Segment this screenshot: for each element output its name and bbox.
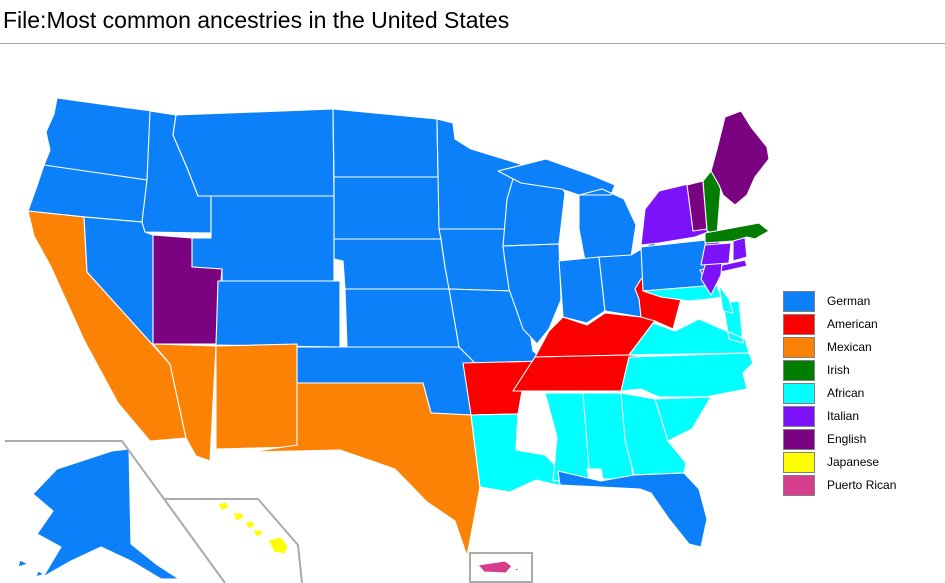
- state-nd: [332, 108, 439, 178]
- state-me: [710, 110, 770, 206]
- state-co: [215, 280, 341, 348]
- page-title: File:Most common ancestries in the Unite…: [0, 0, 945, 44]
- legend-label: English: [827, 432, 867, 446]
- puerto-rico-inset-box: [469, 552, 533, 583]
- legend-row: Japanese: [783, 452, 896, 473]
- legend-row: German: [783, 291, 896, 312]
- legend-row: Puerto Rican: [783, 475, 896, 496]
- legend-swatch: [783, 337, 815, 358]
- state-nh: [702, 170, 722, 236]
- legend-swatch: [783, 406, 815, 427]
- state-nc: [620, 352, 754, 398]
- state-mi: [497, 158, 637, 262]
- legend-swatch: [783, 429, 815, 450]
- state-hi: [217, 501, 289, 555]
- legend-row: English: [783, 429, 896, 450]
- state-ak: [17, 448, 180, 580]
- legend-row: American: [783, 314, 896, 335]
- legend-label: Mexican: [827, 340, 872, 354]
- states-group: [17, 97, 770, 580]
- state-in: [558, 256, 606, 324]
- state-mt: [172, 108, 335, 197]
- legend-row: Mexican: [783, 337, 896, 358]
- legend-swatch: [783, 475, 815, 496]
- state-pr: [477, 560, 521, 574]
- state-la: [470, 413, 563, 493]
- state-tn: [512, 354, 650, 392]
- legend-row: Italian: [783, 406, 896, 427]
- legend: German American Mexican Irish African Italian…: [783, 291, 896, 498]
- legend-label: Irish: [827, 363, 850, 377]
- state-ks: [344, 288, 460, 348]
- state-de: [718, 284, 734, 314]
- state-sc: [654, 396, 712, 442]
- legend-swatch: [783, 314, 815, 335]
- legend-row: African: [783, 383, 896, 404]
- state-ne: [333, 238, 454, 290]
- state-tx: [249, 382, 481, 557]
- legend-label: Puerto Rican: [827, 478, 897, 492]
- legend-swatch: [783, 383, 815, 404]
- legend-label: African: [827, 386, 865, 400]
- state-sd: [333, 176, 444, 240]
- hawaii-inset-boundary: [164, 498, 303, 583]
- legend-swatch: [783, 452, 815, 473]
- state-md: [642, 284, 722, 302]
- legend-label: Japanese: [827, 455, 880, 469]
- legend-label: German: [827, 294, 871, 308]
- legend-label: American: [827, 317, 878, 331]
- alaska-inset-boundary: [5, 440, 226, 583]
- legend-swatch: [783, 291, 815, 312]
- state-nm: [215, 343, 298, 450]
- state-fl: [557, 470, 708, 548]
- legend-label: Italian: [827, 409, 860, 423]
- legend-row: Irish: [783, 360, 896, 381]
- state-ma: [704, 222, 770, 244]
- state-ct: [700, 242, 732, 266]
- legend-swatch: [783, 360, 815, 381]
